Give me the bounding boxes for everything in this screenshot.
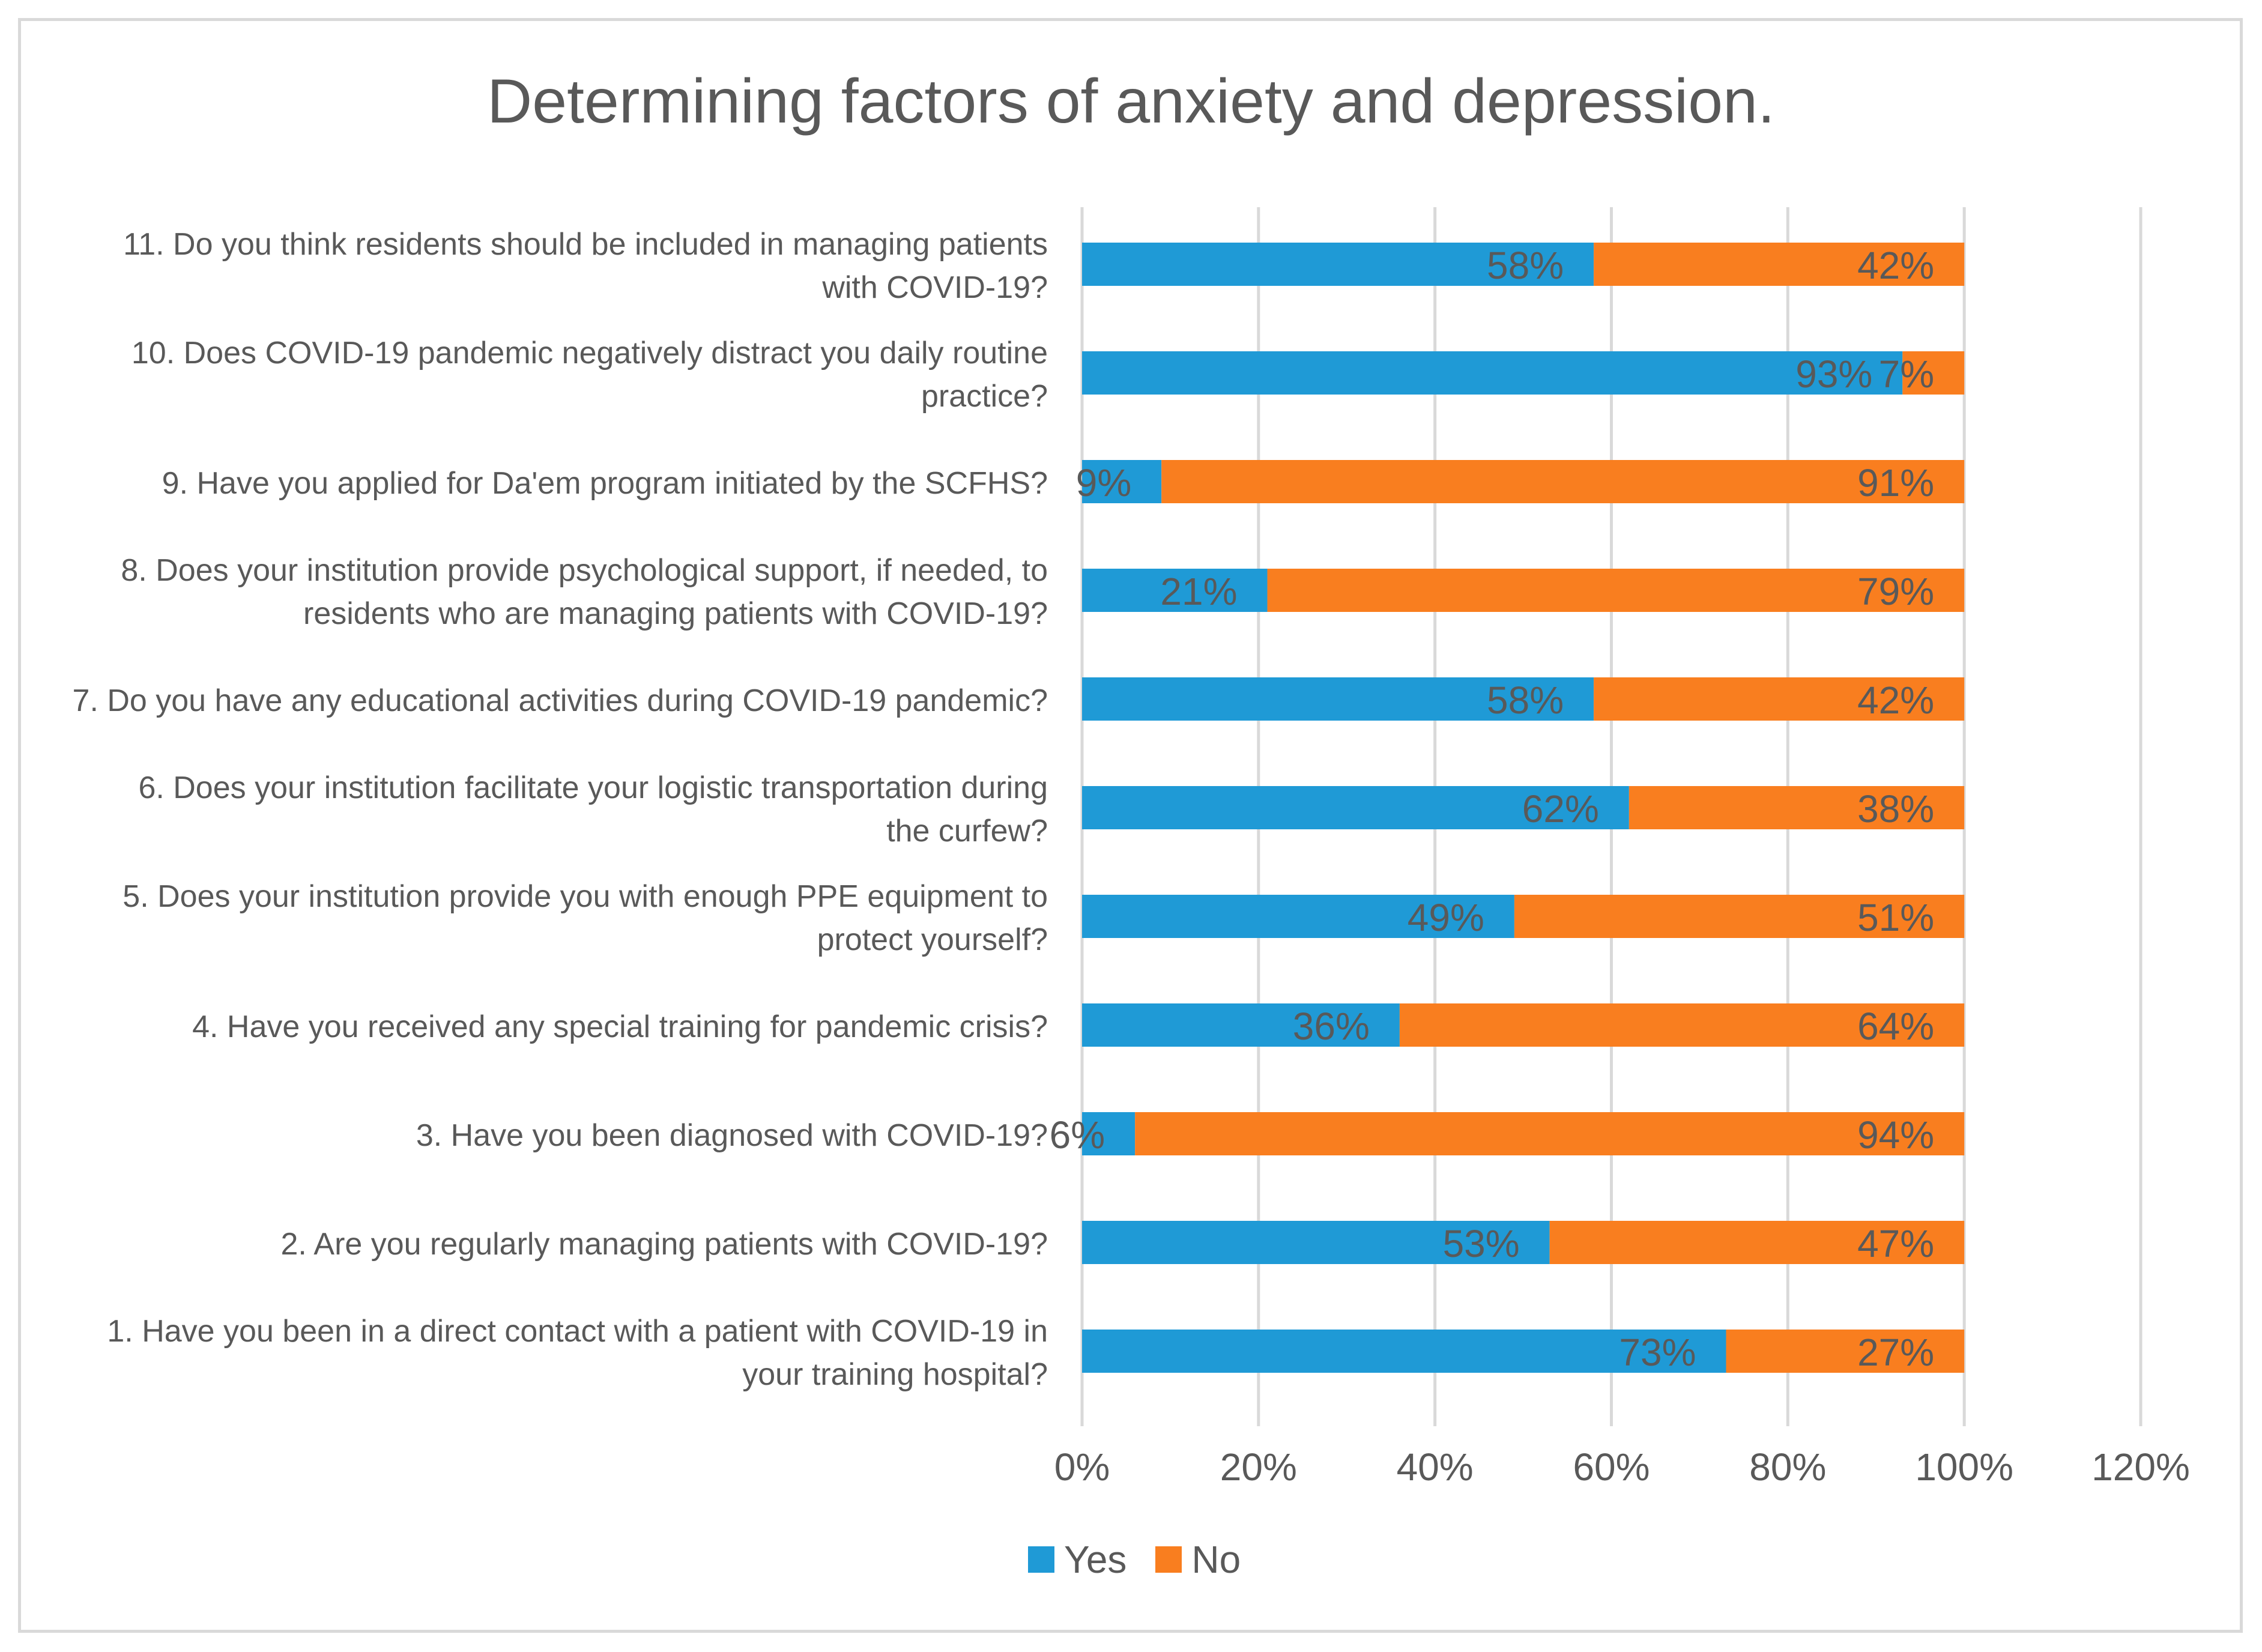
data-label-no: 91% [1857, 461, 1934, 504]
x-tick-label: 100% [1915, 1445, 2013, 1489]
category-label: 10. Does COVID-19 pandemic negatively di… [132, 336, 1048, 371]
bar-yes [1082, 569, 1268, 612]
legend-swatch-yes [1028, 1546, 1054, 1573]
legend-swatch-no [1155, 1546, 1182, 1573]
bar-yes [1082, 351, 1903, 395]
category-label: protect yourself? [817, 922, 1048, 957]
data-label-yes: 93% [1795, 352, 1872, 396]
category-label: with COVID-19? [821, 270, 1048, 305]
category-label: 3. Have you been diagnosed with COVID-19… [416, 1118, 1048, 1153]
bar-yes [1082, 895, 1514, 938]
data-label-no: 38% [1857, 787, 1934, 831]
category-label: residents who are managing patients with… [303, 596, 1048, 631]
data-label-yes: 62% [1522, 787, 1599, 831]
data-label-yes: 21% [1160, 570, 1237, 613]
data-labels: 58% 42% 93% 7% 9% 91% 21% 79% 58% 42% 62% 38% 49% 51%… [1050, 244, 1935, 1374]
bar-yes [1082, 1330, 1726, 1373]
data-label-yes: 9% [1076, 461, 1132, 504]
data-label-no: 42% [1857, 679, 1934, 722]
bar-no [1628, 786, 1965, 829]
bar-no [1135, 1112, 1965, 1155]
legend: Yes No [1028, 1537, 1269, 1582]
bar-yes [1082, 677, 1594, 721]
data-label-yes: 58% [1487, 679, 1564, 722]
x-tick-label: 120% [2091, 1445, 2190, 1489]
x-tick-label: 0% [1054, 1445, 1110, 1489]
category-labels: 11. Do you think residents should be inc… [73, 227, 1048, 1392]
bar-no [1161, 460, 1965, 503]
chart-title: Determining factors of anxiety and depre… [487, 67, 1775, 136]
bar-yes [1082, 460, 1162, 503]
data-label-no: 42% [1857, 244, 1934, 287]
category-label: practice? [921, 379, 1048, 414]
category-label: 7. Do you have any educational activitie… [73, 683, 1048, 718]
data-label-no: 27% [1857, 1331, 1934, 1374]
category-label: 9. Have you applied for Da'em program in… [162, 466, 1048, 501]
category-label: your training hospital? [742, 1357, 1048, 1392]
category-label: 1. Have you been in a direct contact wit… [107, 1314, 1048, 1349]
data-label-yes: 53% [1443, 1222, 1520, 1265]
category-label: 8. Does your institution provide psychol… [121, 553, 1048, 588]
data-label-yes: 73% [1619, 1331, 1696, 1374]
data-label-no: 94% [1857, 1113, 1934, 1157]
data-label-yes: 6% [1050, 1113, 1105, 1157]
bar-yes [1082, 1221, 1550, 1264]
x-tick-label: 20% [1220, 1445, 1297, 1489]
x-tick-label: 80% [1749, 1445, 1826, 1489]
bar-no [1726, 1330, 1965, 1373]
bars [1082, 243, 1965, 1373]
legend-label-no: No [1191, 1538, 1241, 1581]
legend-item-yes: Yes [1028, 1537, 1126, 1582]
category-label: 11. Do you think residents should be inc… [123, 227, 1048, 262]
legend-label-yes: Yes [1064, 1538, 1127, 1581]
bar-yes [1082, 1003, 1400, 1047]
data-label-yes: 58% [1487, 244, 1564, 287]
bar-no [1514, 895, 1965, 938]
bar-no [1267, 569, 1965, 612]
bar-no [1549, 1221, 1965, 1264]
x-tick-label: 60% [1573, 1445, 1650, 1489]
category-label: 5. Does your institution provide you wit… [122, 879, 1048, 914]
category-label: 4. Have you received any special trainin… [192, 1009, 1048, 1044]
bar-yes [1082, 786, 1629, 829]
bar-yes [1082, 1112, 1136, 1155]
legend-item-no: No [1155, 1537, 1241, 1582]
category-label: 6. Does your institution facilitate your… [138, 770, 1048, 805]
category-label: the curfew? [886, 814, 1048, 849]
bar-no [1594, 243, 1965, 286]
x-tick-label: 40% [1397, 1445, 1474, 1489]
category-label: 2. Are you regularly managing patients w… [280, 1227, 1048, 1262]
data-label-no: 7% [1879, 352, 1935, 396]
data-label-no: 64% [1857, 1005, 1934, 1048]
data-label-no: 51% [1857, 896, 1934, 939]
bar-no [1399, 1003, 1965, 1047]
x-axis-ticks: 0% 20% 40% 60% 80% 100% 120% [1054, 1445, 2190, 1489]
data-label-yes: 36% [1293, 1005, 1370, 1048]
bar-no [1902, 351, 1965, 395]
data-label-no: 79% [1857, 570, 1934, 613]
data-label-no: 47% [1857, 1222, 1934, 1265]
bar-no [1594, 677, 1965, 721]
data-label-yes: 49% [1408, 896, 1484, 939]
bar-yes [1082, 243, 1594, 286]
